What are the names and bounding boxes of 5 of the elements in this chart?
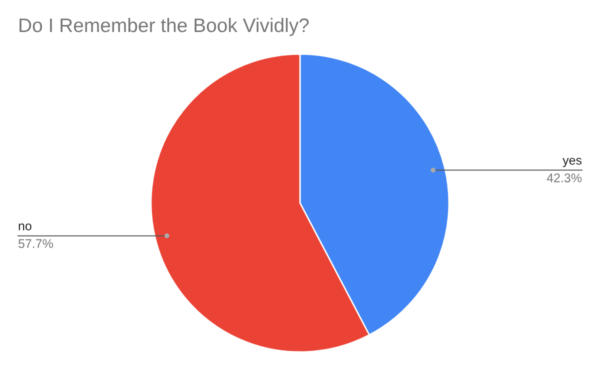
slice-label: no — [18, 224, 32, 230]
slice-label: yes — [562, 158, 582, 168]
chart-title: Do I Remember the Book Vividly? — [20, 18, 309, 36]
data-label: 57.7% — [18, 239, 53, 248]
data-label: 42.3% — [546, 173, 582, 182]
